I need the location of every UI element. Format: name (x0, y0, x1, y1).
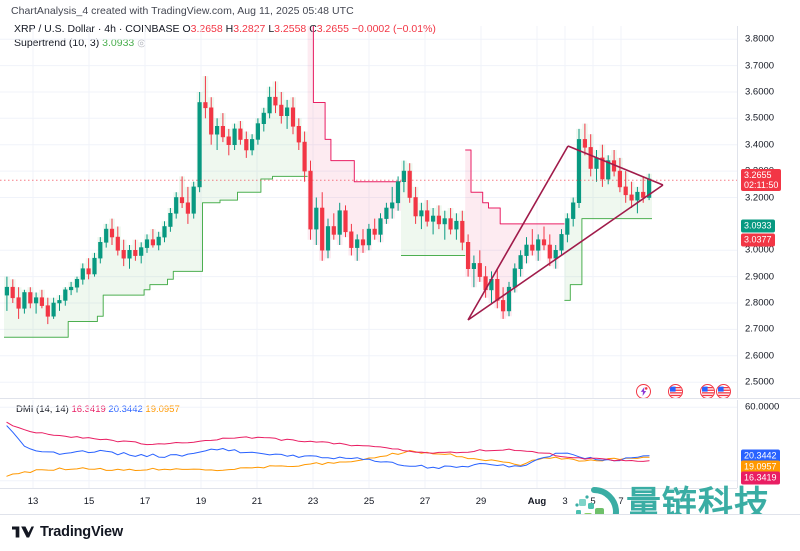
time-axis[interactable]: 13 15 17 19 21 23 25 27 29 Aug 3 5 7 (0, 488, 737, 514)
current-price-badge[interactable]: 3.2655 02:11:50 (741, 169, 782, 192)
change-value: −0.0002 (351, 23, 391, 35)
open-value: 3.2658 (190, 23, 223, 35)
high-key: H (225, 23, 234, 35)
time-axis-label: Aug (527, 496, 547, 507)
price-axis-label: 3.5000 (745, 112, 775, 124)
dmi-pane[interactable] (0, 400, 737, 488)
time-axis-label: 29 (475, 496, 487, 507)
time-axis-label: 23 (307, 496, 319, 507)
price-axis-label: 2.6000 (745, 350, 775, 362)
dmi-pdi-value: 20.3442 (108, 404, 143, 415)
price-axis-label: 3.4000 (745, 139, 775, 151)
price-chart-svg (0, 1, 737, 398)
us-flag-icon[interactable] (700, 384, 715, 399)
tradingview-logo-icon (12, 526, 34, 538)
price-axis-label: 2.5000 (745, 376, 775, 388)
price-axis-label: 3.6000 (745, 86, 775, 98)
price-axis-label: 3.7000 (745, 60, 775, 72)
time-axis-label: 17 (139, 496, 151, 507)
badge-countdown: 02:11:50 (744, 180, 779, 191)
supertrend-label: Supertrend (10, 3) (14, 37, 100, 49)
tradingview-logo[interactable]: TradingView (12, 524, 123, 540)
price-pane[interactable] (0, 1, 737, 398)
dmi-title: DMI (14, 14) (16, 404, 69, 415)
price-axis-label: 2.7000 (745, 323, 775, 335)
price-axis-label: 2.9000 (745, 271, 775, 283)
attribution-text: ChartAnalysis_4 created with TradingView… (11, 5, 354, 17)
time-axis-label: 13 (27, 496, 39, 507)
us-flag-icon[interactable] (668, 384, 683, 399)
supertrend-value: 3.0933 (102, 37, 135, 49)
time-axis-label: 27 (419, 496, 431, 507)
low-key: L (268, 23, 275, 35)
indicator-price-badge[interactable]: 3.0377 (741, 233, 775, 247)
dmi-ndi-value: 19.0957 (145, 404, 180, 415)
price-axis[interactable]: 3.80003.70003.60003.50003.40003.30003.20… (737, 26, 800, 398)
dmi-value-badge[interactable]: 19.0957 (741, 460, 780, 474)
time-axis-label: 7 (618, 496, 624, 507)
dmi-value-badge[interactable]: 20.3442 (741, 449, 780, 463)
time-axis-label: 15 (83, 496, 95, 507)
visibility-eye-icon[interactable]: ◎ (137, 38, 146, 49)
indicator-price-badge[interactable]: 3.0933 (741, 219, 775, 233)
bottom-bar: TradingView (0, 514, 800, 551)
low-value: 3.2558 (274, 23, 307, 35)
open-key: O (182, 23, 191, 35)
price-axis-label: 3.2000 (745, 192, 775, 203)
tradingview-logo-text: TradingView (40, 524, 123, 540)
pane-separator[interactable] (0, 398, 800, 399)
badge-price: 3.2655 (744, 170, 772, 181)
indicator-legend-row[interactable]: Supertrend (10, 3) 3.0933 ◎ (14, 36, 436, 51)
price-axis-label: 2.8000 (745, 297, 775, 309)
symbol-label: XRP / U.S. Dollar · 4h · COINBASE (14, 23, 180, 35)
time-axis-label: 25 (363, 496, 375, 507)
time-axis-label: 3 (562, 496, 568, 507)
close-value: 3.2655 (316, 23, 349, 35)
time-axis-label: 5 (590, 496, 596, 507)
price-axis-label: 3.0000 (745, 244, 775, 256)
dmi-value-badge[interactable]: 16.3419 (741, 471, 780, 485)
time-axis-label: 21 (251, 496, 263, 507)
dmi-chart-svg (0, 400, 737, 488)
flash-icon[interactable] (636, 384, 651, 399)
price-axis-label: 3.8000 (745, 33, 775, 45)
dmi-axis-label: 60.0000 (745, 401, 780, 413)
time-axis-label: 19 (195, 496, 207, 507)
us-flag-icon[interactable] (716, 384, 731, 399)
